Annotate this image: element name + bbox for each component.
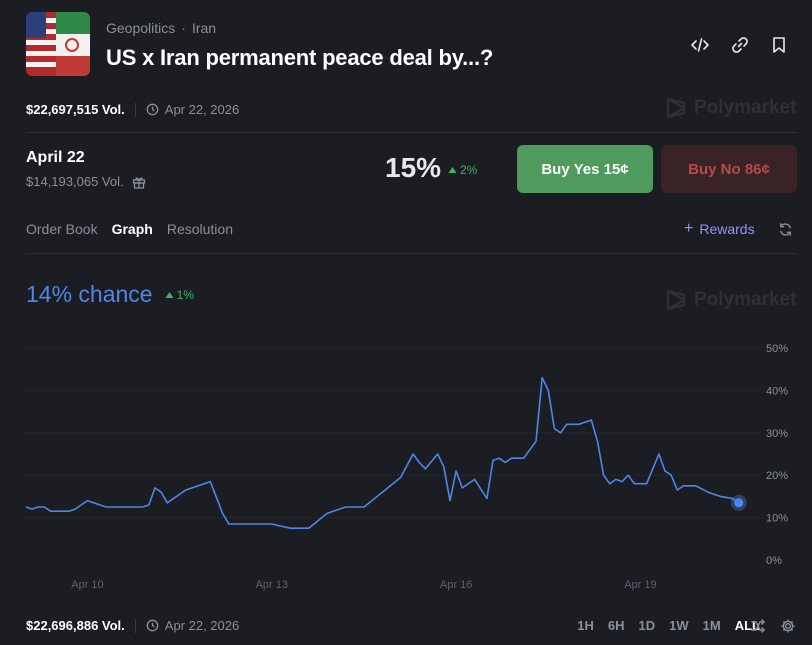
market-end-date: Apr 22, 2026 [164,102,240,117]
shuffle-icon[interactable] [746,614,770,638]
range-6h[interactable]: 6H [607,618,625,633]
range-1d[interactable]: 1D [638,618,656,633]
footer-volume: $22,696,886 Vol. [26,618,125,633]
clock-icon [146,103,159,116]
tab-graph[interactable]: Graph [111,221,153,237]
tab-order-book[interactable]: Order Book [26,221,98,237]
polymarket-watermark-text: Polymarket [694,289,797,310]
tab-resolution[interactable]: Resolution [166,221,233,237]
polymarket-watermark: Polymarket [666,289,796,311]
range-1w[interactable]: 1W [669,618,689,633]
market-volume: $22,697,515 Vol. [26,102,125,117]
polymarket-logo-icon [666,97,686,119]
settings-gear-icon[interactable] [776,614,800,638]
meta-separator [134,102,136,117]
outcome-volume-row: $14,193,065 Vol. [26,174,146,189]
footer-end-date: Apr 22, 2026 [164,618,240,633]
market-thumbnail [26,12,90,76]
polymarket-logo-icon [666,289,686,311]
outcome-volume: $14,193,065 Vol. [26,174,124,189]
bookmark-icon[interactable] [767,33,791,57]
range-1m[interactable]: 1M [702,618,721,633]
buy-yes-button[interactable]: Buy Yes 15¢ [517,145,653,193]
footer-meta: $22,696,886 Vol. Apr 22, 2026 [26,618,239,633]
chance-delta: 1% [165,288,194,302]
header-divider [26,132,797,133]
polymarket-logo: Polymarket [666,97,796,119]
y-tick-label: 0% [766,555,782,567]
polymarket-logo-text: Polymarket [694,97,797,118]
buy-no-label: Buy No [688,160,741,178]
link-icon[interactable] [728,33,752,57]
x-tick-label: Apr 19 [624,579,656,591]
outcome-delta-value: 2% [460,163,478,177]
chance-header: 14% chance 1% [26,281,194,308]
current-point [734,498,744,508]
embed-code-icon[interactable] [688,33,712,57]
triangle-up-icon [448,167,457,173]
time-range-selector: 1H 6H 1D 1W 1M ALL [577,618,760,633]
market-meta: $22,697,515 Vol. Apr 22, 2026 [26,102,239,117]
refresh-icon[interactable] [773,217,797,241]
y-tick-label: 10% [766,513,788,525]
y-tick-label: 30% [766,428,788,440]
gift-icon[interactable] [132,175,146,189]
clock-icon [146,619,159,632]
buy-no-price: 86¢ [744,160,770,178]
outcome-label: April 22 [26,149,85,166]
x-tick-label: Apr 16 [440,579,472,591]
series-line [25,376,740,529]
y-tick-label: 50% [766,343,788,355]
chance-value: 14% chance [26,281,153,307]
rewards-label: Rewards [699,221,755,237]
breadcrumb-category[interactable]: Geopolitics [106,20,176,36]
outcome-probability: 15% [385,152,442,183]
triangle-up-icon [165,291,174,298]
y-tick-label: 20% [766,470,788,482]
buy-no-button[interactable]: Buy No 86¢ [661,145,797,193]
page-title: US x Iran permanent peace deal by...? [106,45,494,70]
x-tick-label: Apr 10 [71,579,103,591]
buy-yes-label: Buy Yes [541,160,600,178]
iran-flag-image [56,12,90,76]
breadcrumb-subcategory[interactable]: Iran [191,20,217,36]
x-tick-label: Apr 13 [256,579,288,591]
outcome-delta: 2% [448,163,477,177]
tab-bar: Order Book Graph Resolution [26,221,233,237]
probability-chart[interactable]: 50% 40% 30% 20% 10% 0% Apr 10 Apr 13 Apr 16 Apr 1… [0,330,812,600]
tabs-divider [26,253,797,254]
y-tick-label: 40% [766,385,788,397]
range-1h[interactable]: 1H [577,618,594,633]
breadcrumb: Geopolitics · Iran [106,20,217,36]
buy-yes-price: 15¢ [603,160,629,178]
chance-delta-value: 1% [176,287,194,302]
footer-separator [134,618,136,633]
plus-icon: + [684,220,694,237]
us-flag-image [26,12,60,76]
rewards-link[interactable]: + Rewards [684,220,755,238]
